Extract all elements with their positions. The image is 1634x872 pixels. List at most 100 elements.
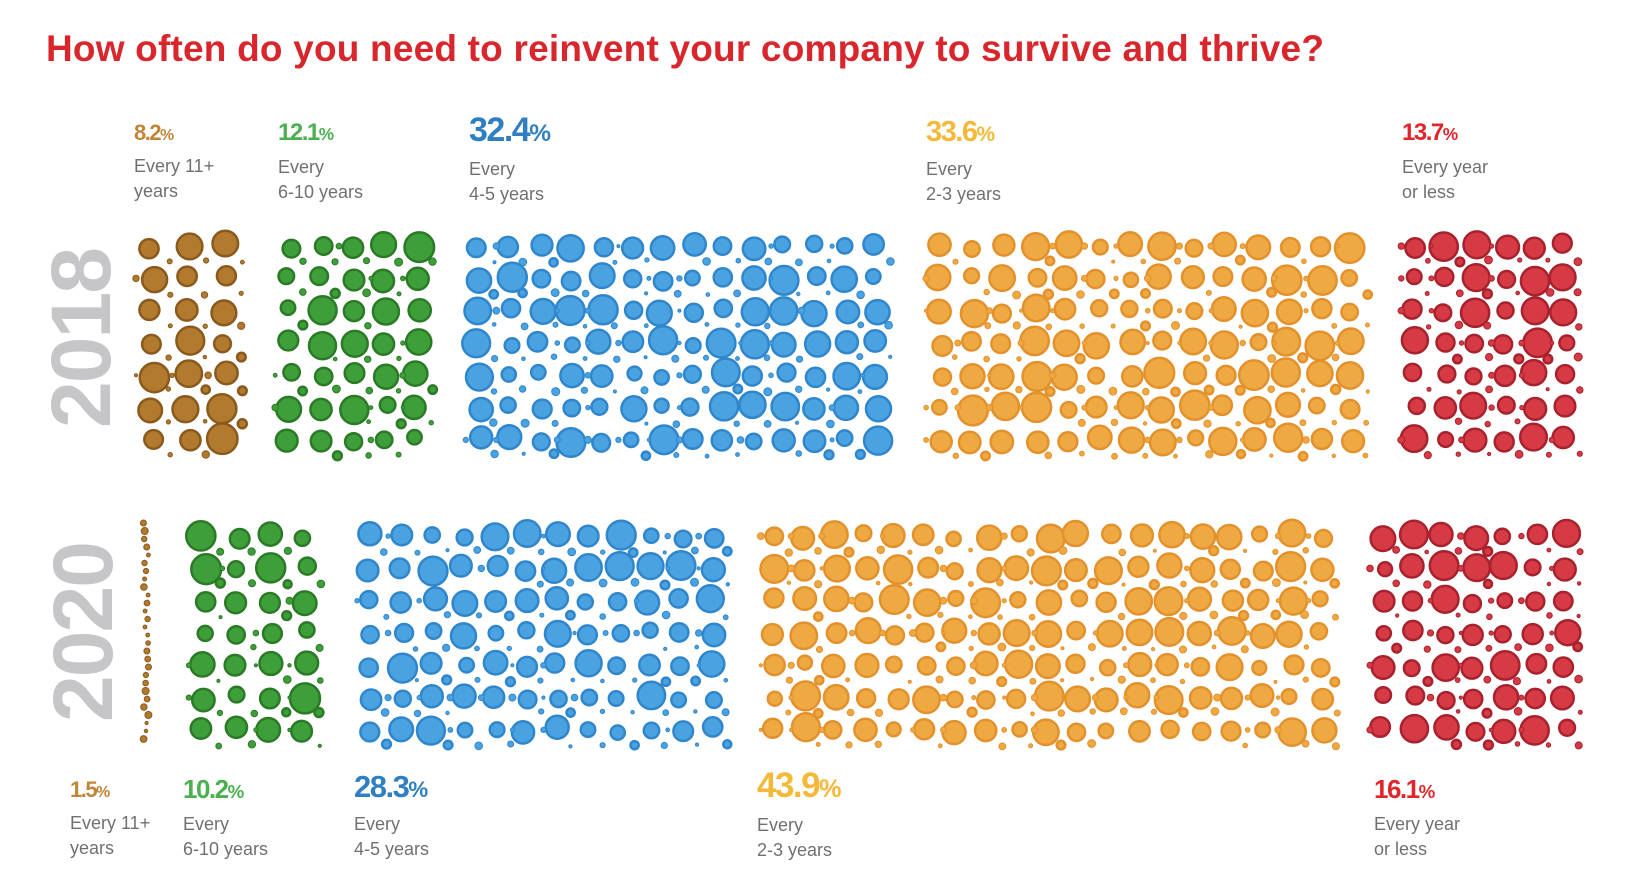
bubble [255,716,282,743]
bubble-dot [1424,549,1429,555]
label-2020-4-5: 28.3% Every 4-5 years [354,771,429,862]
bubble [1053,297,1077,321]
bubble-dot [796,291,801,297]
bubble [189,651,216,678]
bubble [973,718,998,743]
bubble [463,296,493,326]
bubble-dot [644,421,649,426]
bubble [1052,329,1081,358]
bubble [1557,718,1577,737]
bubble-dot [141,535,148,543]
bubble-dot [1425,257,1431,264]
bubble-dot [1454,417,1463,425]
bubble-block-2020-4 [1366,518,1584,751]
bubble [1054,230,1084,259]
bubble-dot [1513,353,1525,365]
bubble-dot [447,727,454,733]
bubble-dot [1483,675,1492,684]
bubble [941,617,968,644]
bubble [917,556,940,579]
bubble [1549,685,1575,711]
bubble-dot [299,288,307,296]
bubble-dot [1205,289,1212,296]
bubble-dot [1087,577,1099,590]
bubble [1093,687,1119,713]
bubble-dot [394,257,404,267]
bubble [1019,325,1051,357]
bubble-dot [1300,610,1309,620]
bubble-dot [1029,644,1036,652]
bubble [642,527,660,545]
bubble [1070,589,1089,608]
bubble [500,366,518,383]
bubble-dot [646,437,652,442]
bubble-dot [764,257,773,266]
bubble [1552,590,1574,612]
pct-sign: % [96,784,111,801]
bubble-dot [1018,405,1024,410]
bubble-dot [695,532,703,540]
bubble [574,553,603,582]
bubble [790,712,822,743]
bubble [403,231,436,264]
bubble-dot [1481,288,1494,300]
bubble [1153,586,1184,617]
bubble [1154,616,1185,647]
bubble [543,619,572,648]
bubble [556,233,585,263]
bubble-dot [695,629,703,637]
bubble [576,624,599,646]
bubble [176,265,199,288]
bubble-dot [1302,547,1309,554]
bubble [543,652,566,674]
bubble [1188,685,1213,710]
bubble-dot [145,640,151,646]
bubble [680,397,700,417]
bubble [1401,298,1423,320]
bubble-dot [1451,353,1463,365]
bubble [526,330,549,353]
bubble-dot [1331,353,1340,362]
bubble [648,424,680,456]
bubble-dot [165,386,172,392]
bubble-dot [1245,630,1251,636]
bubble-dot [1366,726,1374,734]
bubble [1310,657,1331,678]
bubble [1436,625,1455,645]
bubble-dot [427,384,439,396]
bubble-dot [1426,386,1432,392]
bubble [1272,422,1304,453]
bubble [761,717,784,740]
bubble-dot [843,546,855,558]
bubble [1307,265,1338,296]
bubble [1311,297,1333,320]
bubble [393,622,415,644]
bubble [215,265,238,287]
bubble-dot [1208,545,1220,557]
bubble [673,529,693,549]
bubble-dot [785,709,792,716]
bubble-dot [818,726,825,734]
bubble-dot [1119,707,1128,716]
bubble-dot [252,629,260,637]
bubble [670,656,690,677]
bubble [835,237,854,255]
bubble-dot [442,643,451,652]
bubble-dot [768,243,774,249]
bubble [1245,234,1272,261]
bubble-dot [518,385,527,393]
bubble-dot [1012,321,1021,330]
bubble-dot [1123,694,1129,701]
bubble [1275,620,1303,648]
bubble-dot [165,419,171,425]
bubble-dot [1398,275,1405,282]
bubble-dot [860,373,865,378]
bubble-dot [1208,340,1214,346]
bubble [701,622,727,648]
bubble [1280,688,1298,706]
bubble [605,519,637,551]
bubble [360,624,380,645]
bubble [1519,358,1548,387]
bubble [1251,659,1268,677]
bubble [370,268,396,294]
